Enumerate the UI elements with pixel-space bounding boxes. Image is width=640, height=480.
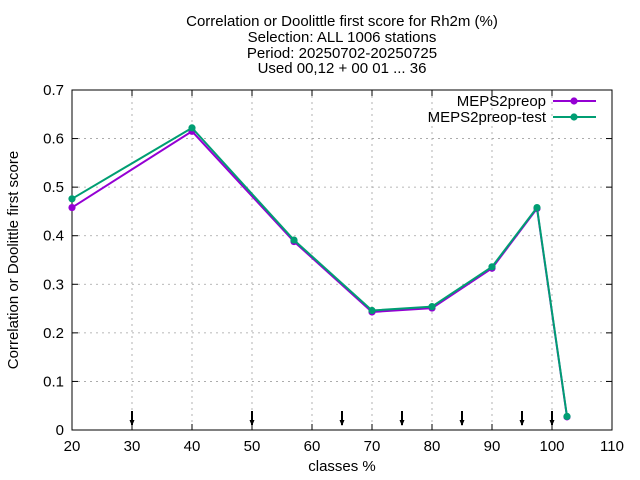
data-point [290,236,298,244]
chart-title: Correlation or Doolittle first score for… [186,13,498,77]
y-tick-label: 0.2 [43,325,64,342]
title-line-1: Correlation or Doolittle first score for… [186,13,498,30]
axes: 0 0.1 0.2 0.3 0.4 0.5 0.6 0.7 20 30 40 50 60 70 80 90 10… [43,82,624,455]
legend-label: MEPS2preop [457,93,546,110]
x-tick-label: 20 [64,438,81,455]
class-marker-arrow [459,420,465,426]
class-marker-arrow [339,420,345,426]
x-tick-label: 80 [424,438,441,455]
x-tick-label: 70 [364,438,381,455]
series-2 [68,124,571,420]
legend-label: MEPS2preop-test [428,109,547,126]
x-tick-label: 60 [304,438,321,455]
data-point [368,306,376,315]
y-tick-label: 0.3 [43,276,64,293]
legend-swatch-point [570,113,578,121]
x-tick-label: 40 [184,438,201,455]
data-point [563,412,571,420]
series-line [71,129,568,418]
class-marker-arrow [129,420,135,426]
class-marker-arrow [519,420,525,426]
x-tick-label: 100 [539,438,564,455]
title-line-3: Period: 20250702-20250725 [247,45,437,62]
data-point [428,303,436,311]
legend-swatch-point [570,97,578,105]
data-point [68,203,76,212]
y-tick-label: 0 [56,422,64,439]
title-line-2: Selection: ALL 1006 stations [248,29,437,46]
x-tick-label: 30 [124,438,141,455]
y-tick-label: 0.5 [43,179,64,196]
x-tick-label: 50 [244,438,261,455]
plot-frame [71,89,613,431]
series-line [71,126,568,417]
data-point [533,203,541,212]
grid [72,90,612,430]
y-axis-label: Correlation or Doolittle first score [5,151,22,369]
class-marker-arrow [399,420,405,426]
series-1 [68,127,571,421]
x-tick-label: 90 [484,438,501,455]
class-marker-arrow [549,420,555,426]
y-tick-label: 0.1 [43,373,64,390]
data-point [488,263,496,271]
data-point [188,124,196,132]
y-tick-label: 0.7 [43,82,64,99]
data-point [68,195,76,203]
y-tick-label: 0.4 [43,228,64,245]
series-group [68,124,571,421]
class-marker-arrow [249,420,255,426]
x-axis-label: classes % [308,458,376,475]
x-tick-label: 110 [600,438,624,455]
y-tick-label: 0.6 [43,131,64,148]
class-markers [129,411,555,426]
title-line-4: Used 00,12 + 00 01 ... 36 [258,60,427,77]
